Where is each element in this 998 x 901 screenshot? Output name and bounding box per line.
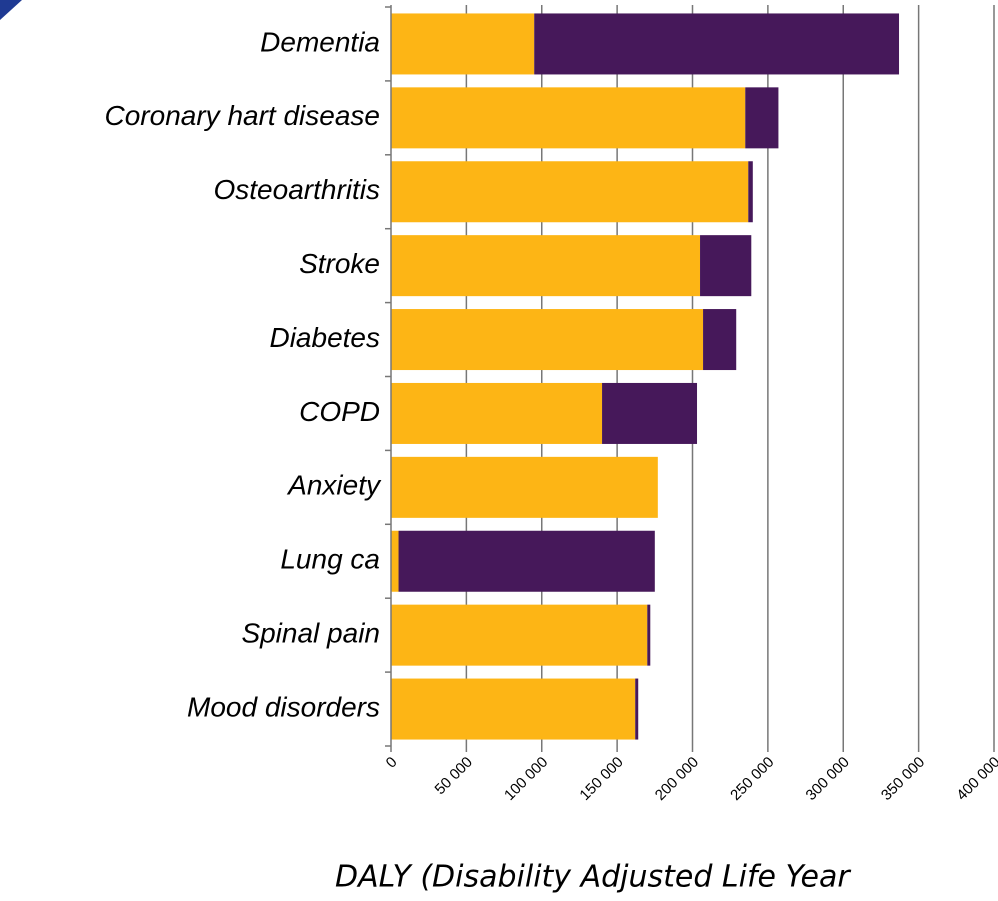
category-label: Anxiety — [286, 470, 382, 501]
x-tick-label: 300 000 — [803, 754, 853, 804]
x-tick-label: 400 000 — [953, 754, 998, 804]
category-label: Diabetes — [269, 322, 380, 353]
bar-segment — [602, 382, 698, 444]
bar-segment — [391, 530, 399, 592]
bar-segment — [391, 13, 535, 75]
bar-segment — [391, 87, 746, 149]
bar-segment — [700, 235, 752, 297]
bar-segment — [391, 456, 658, 518]
category-label: Osteoarthritis — [214, 174, 381, 205]
x-tick-label: 50 000 — [432, 754, 476, 798]
category-label: Coronary hart disease — [105, 100, 380, 131]
x-tick-label: 0 — [383, 754, 401, 772]
bar-segment — [748, 161, 753, 223]
bar-segment — [703, 309, 737, 371]
x-tick-label: 350 000 — [878, 754, 928, 804]
bar-segment — [391, 678, 636, 740]
bar-segment — [635, 678, 639, 740]
bar-segment — [391, 382, 603, 444]
category-label: Spinal pain — [241, 618, 380, 649]
category-label: Dementia — [260, 26, 380, 57]
bar-segment — [391, 161, 749, 223]
x-axis-title: DALY (Disability Adjusted Life Year — [335, 860, 851, 895]
bar-segment — [647, 604, 651, 666]
bar-segment — [391, 235, 701, 297]
bar-segment — [745, 87, 779, 149]
x-tick-label: 200 000 — [652, 754, 702, 804]
x-tick-label: 250 000 — [727, 754, 777, 804]
category-label: Stroke — [299, 248, 380, 279]
x-tick-label: 150 000 — [576, 754, 626, 804]
bar-segment — [391, 604, 648, 666]
category-label: Lung ca — [280, 544, 380, 575]
x-tick-label: 100 000 — [501, 754, 551, 804]
category-label: Mood disorders — [187, 691, 380, 722]
corner-decoration — [0, 0, 22, 20]
bar-segment — [534, 13, 900, 75]
bar-segment — [398, 530, 655, 592]
bar-segment — [391, 309, 704, 371]
category-label: COPD — [299, 396, 380, 427]
